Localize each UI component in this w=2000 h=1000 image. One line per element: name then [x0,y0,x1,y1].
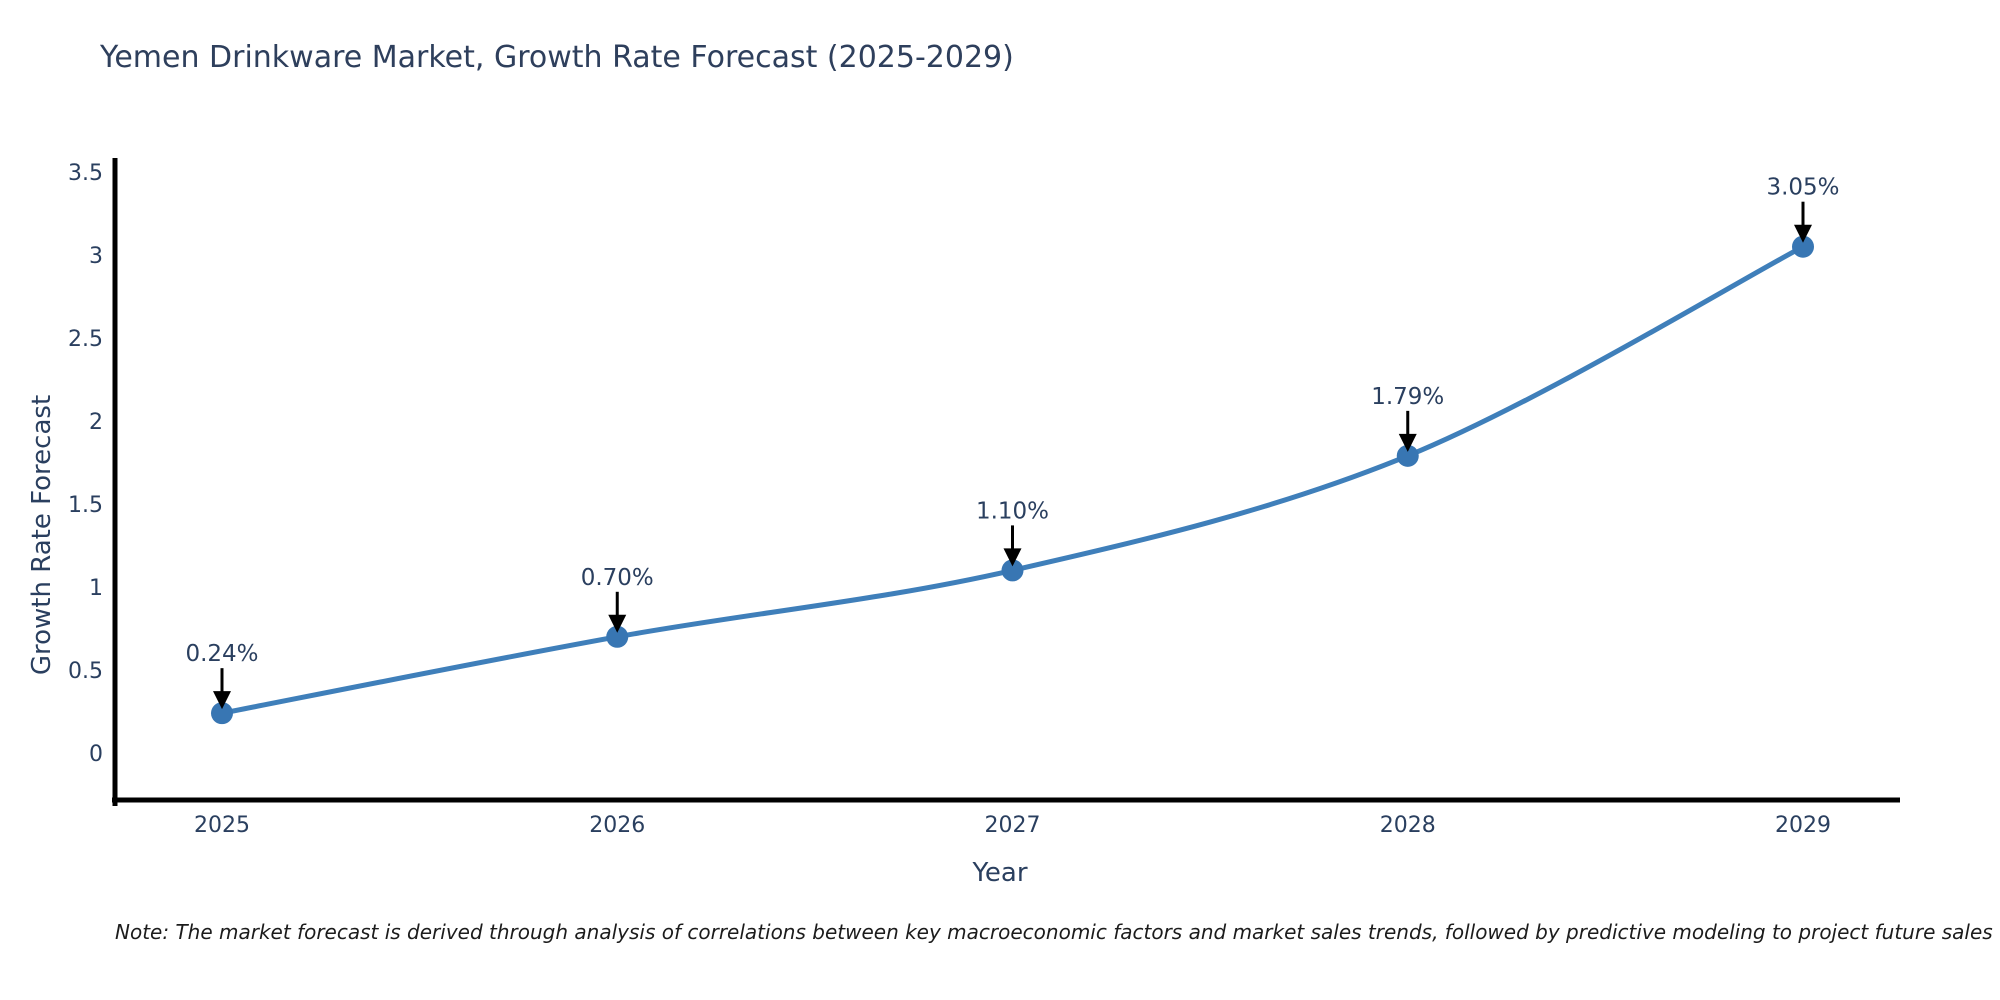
data-point-marker [1396,444,1419,467]
y-tick-label: 1.5 [68,493,103,518]
y-tick-label: 2.5 [68,327,103,352]
y-tick-label: 0.5 [68,659,103,684]
point-label: 0.70% [581,565,654,591]
annotation-arrowhead [1398,433,1417,452]
data-point-marker [1792,235,1814,258]
annotation-arrowhead [1003,548,1022,567]
annotation-arrowhead [608,614,627,633]
point-label: 1.10% [976,498,1049,524]
y-tick-label: 2 [89,410,103,435]
data-point-marker [211,702,233,725]
x-tick-label: 2026 [589,813,645,838]
annotation-arrowhead [1794,224,1812,243]
data-point-marker [606,625,629,648]
chart-title: Yemen Drinkware Market, Growth Rate Fore… [100,40,1014,75]
x-tick-label: 2028 [1380,813,1436,838]
y-tick-label: 0 [89,742,103,767]
point-label: 0.24% [185,641,258,667]
y-tick-label: 3.5 [68,161,103,186]
series-line [219,244,1806,716]
y-tick-label: 3 [89,244,103,269]
annotation-arrowhead [213,691,231,710]
x-tick-label: 2025 [194,813,250,838]
x-tick-label: 2027 [985,813,1041,838]
chart-footnote: Note: The market forecast is derived thr… [115,920,1993,944]
point-label: 3.05% [1766,175,1839,201]
x-axis-title: Year [972,858,1028,888]
point-label: 1.79% [1371,384,1444,410]
x-tick-label: 2029 [1775,813,1831,838]
data-point-marker [1001,559,1024,582]
y-tick-label: 1 [89,576,103,601]
